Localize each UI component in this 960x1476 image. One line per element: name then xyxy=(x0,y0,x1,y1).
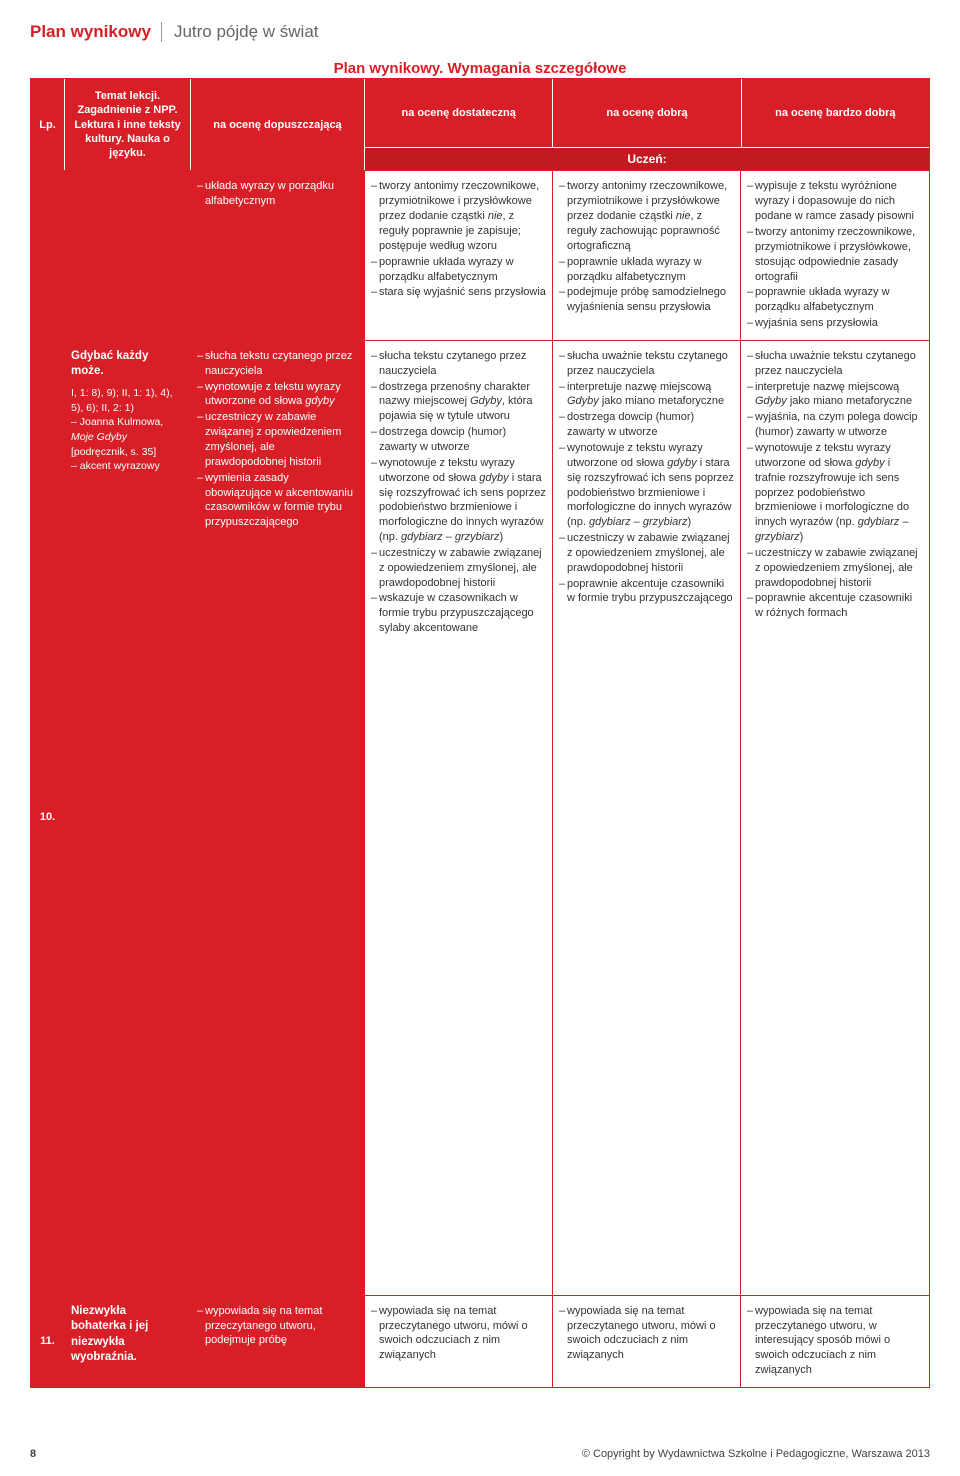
cell: wypowiada się na temat przeczytanego utw… xyxy=(741,1296,929,1387)
cell xyxy=(31,171,65,339)
cell: 10. xyxy=(31,341,65,1295)
col-lp: Lp. xyxy=(31,79,65,170)
cell: słucha tekstu czytanego przez nauczyciel… xyxy=(191,341,365,1295)
cell xyxy=(65,171,191,339)
cell: tworzy antonimy rzeczownikowe, przymiotn… xyxy=(365,171,553,339)
col-dst: na ocenę dostateczną xyxy=(365,79,553,147)
page-number: 8 xyxy=(30,1448,36,1460)
cell: wypowiada się na temat przeczytanego utw… xyxy=(365,1296,553,1387)
table-row: układa wyrazy w porządku alfabetycznymtw… xyxy=(31,170,929,339)
cell: wypowiada się na temat przeczytanego utw… xyxy=(191,1296,365,1387)
cell: wypisuje z tekstu wyróżnione wyrazy i do… xyxy=(741,171,929,339)
page-footer: 8 Copyright by Wydawnictwa Szkolne i Ped… xyxy=(30,1448,930,1460)
cell: wypowiada się na temat przeczytanego utw… xyxy=(553,1296,741,1387)
table-title: Plan wynikowy. Wymagania szczegółowe xyxy=(334,60,627,77)
col-dop: na ocenę dopuszczającą xyxy=(191,79,365,170)
cell: słucha uważnie tekstu czytanego przez na… xyxy=(553,341,741,1295)
cell: 11. xyxy=(31,1296,65,1387)
col-bdb: na ocenę bardzo dobrą xyxy=(742,79,929,147)
cell: słucha uważnie tekstu czytanego przez na… xyxy=(741,341,929,1295)
cell: Niezwykła bohaterka i jej niezwykła wyob… xyxy=(65,1296,191,1387)
table-row: 10.Gdybać każdy może.I, 1: 8), 9); II, 1… xyxy=(31,340,929,1295)
copyright: Copyright by Wydawnictwa Szkolne i Pedag… xyxy=(582,1448,930,1460)
subheader: Uczeń: xyxy=(365,147,929,170)
requirements-table: Lp. Temat lekcji. Zagadnienie z NPP. Lek… xyxy=(30,78,930,1388)
header-section: Plan wynikowy xyxy=(30,22,162,42)
cell: Gdybać każdy może.I, 1: 8), 9); II, 1: 1… xyxy=(65,341,191,1295)
cell: tworzy antonimy rzeczownikowe, przymiotn… xyxy=(553,171,741,339)
header-subtitle: Jutro pójdę w świat xyxy=(168,22,319,42)
table-row: 11.Niezwykła bohaterka i jej niezwykła w… xyxy=(31,1295,929,1387)
table-header: Lp. Temat lekcji. Zagadnienie z NPP. Lek… xyxy=(31,79,929,170)
col-topic: Temat lekcji. Zagadnienie z NPP. Lektura… xyxy=(65,79,191,170)
cell: układa wyrazy w porządku alfabetycznym xyxy=(191,171,365,339)
col-db: na ocenę dobrą xyxy=(553,79,741,147)
cell: słucha tekstu czytanego przez nauczyciel… xyxy=(365,341,553,1295)
